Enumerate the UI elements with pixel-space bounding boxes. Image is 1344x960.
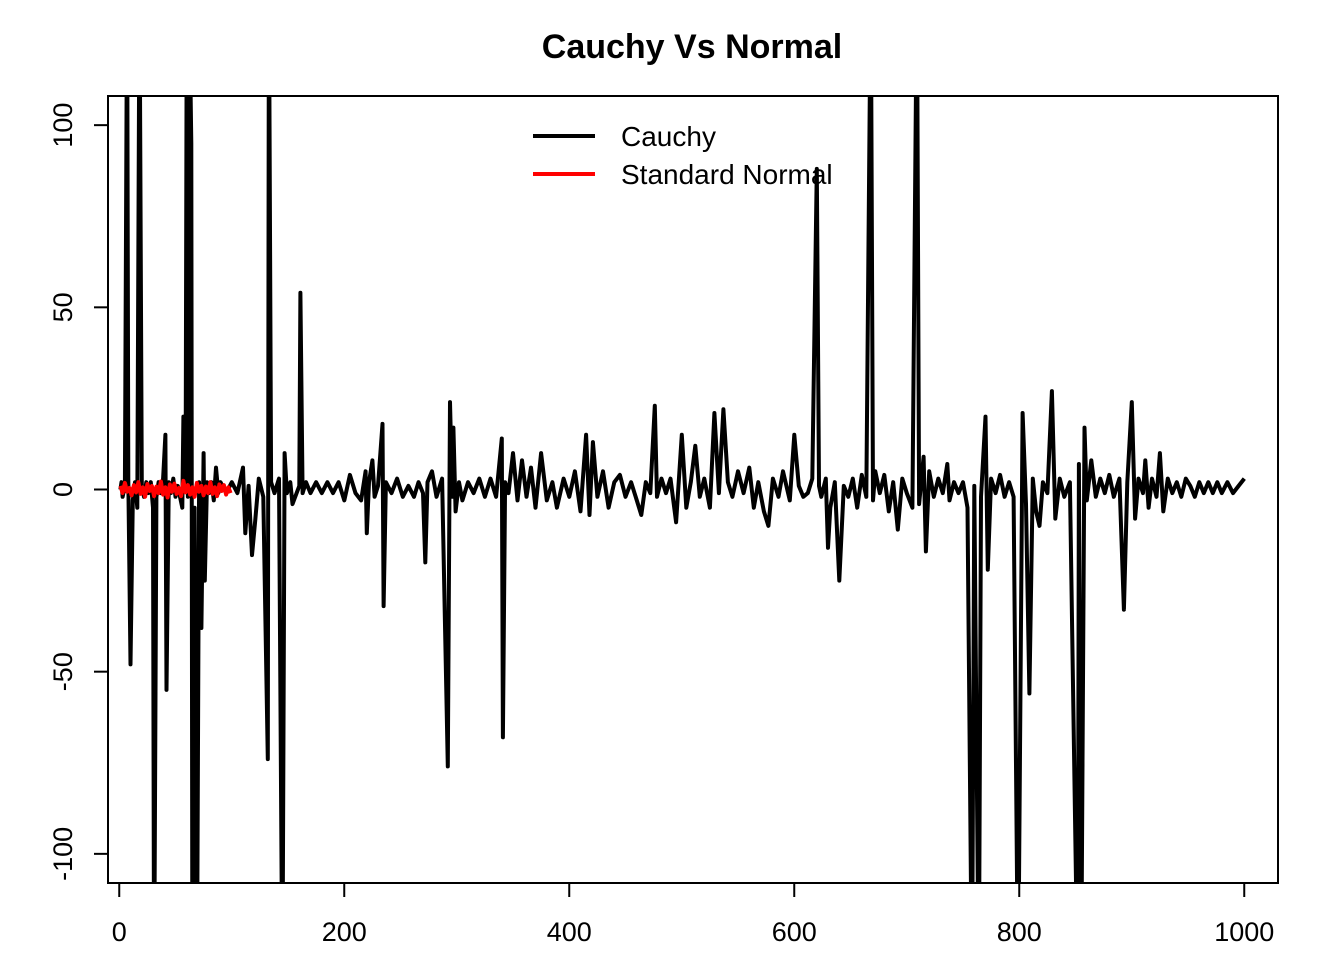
y-tick-label: -100	[48, 827, 78, 881]
y-axis: -100 -50 0 50 100	[48, 103, 109, 881]
y-tick-label: 50	[48, 292, 78, 322]
x-tick-label: 200	[322, 917, 367, 947]
x-tick-label: 600	[772, 917, 817, 947]
x-tick-label: 400	[547, 917, 592, 947]
y-tick-label: 100	[48, 103, 78, 148]
legend-label-standard-normal: Standard Normal	[621, 159, 833, 190]
legend-label-cauchy: Cauchy	[621, 121, 716, 152]
series-layer	[118, 96, 1246, 883]
x-tick-label: 1000	[1214, 917, 1274, 947]
y-tick-label: 0	[48, 482, 78, 497]
y-tick-label: -50	[48, 652, 78, 691]
x-tick-label: 800	[997, 917, 1042, 947]
legend: Cauchy Standard Normal	[533, 121, 833, 190]
x-axis: 0 200 400 600 800 1000	[112, 882, 1274, 947]
series-line-standard-normal	[118, 478, 233, 500]
series-line-cauchy	[118, 96, 1246, 883]
chart-title: Cauchy Vs Normal	[542, 28, 842, 66]
x-tick-label: 0	[112, 917, 127, 947]
